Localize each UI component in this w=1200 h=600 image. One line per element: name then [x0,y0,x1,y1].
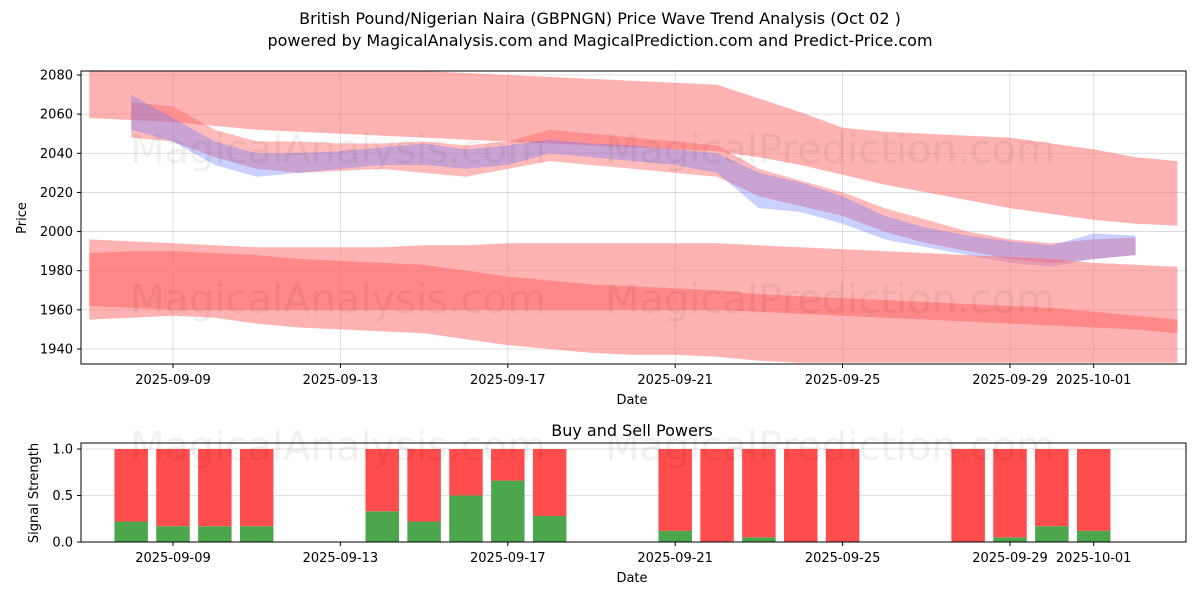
buy-bar [1035,526,1068,542]
buy-bar [742,537,775,542]
price-y-tick-label: 2020 [40,186,73,201]
price-x-label: Date [616,393,647,408]
watermark: MagicalAnalysis.com [130,277,546,323]
price-y-label: Price [15,202,30,234]
buy-bar [156,526,189,542]
signal-y-tick-label: 0.5 [52,489,73,504]
price-x-tick-label: 2025-09-21 [637,373,713,388]
signal-x-tick-label: 2025-09-29 [972,551,1048,566]
price-x-tick-label: 2025-10-01 [1056,373,1132,388]
price-y-tick-label: 2000 [40,225,73,240]
signal-x-tick-label: 2025-09-25 [805,551,881,566]
signal-y-tick-label: 1.0 [52,443,73,458]
signal-x-tick-label: 2025-09-21 [637,551,713,566]
price-x-tick-label: 2025-09-25 [805,373,881,388]
buy-bar [114,522,147,542]
signal-y-axis: 0.0 0.5 1.0 [52,443,81,551]
price-y-tick-label: 1960 [40,303,73,318]
price-x-tick-label: 2025-09-09 [135,373,211,388]
price-y-tick-label: 2060 [40,108,73,123]
price-x-tick-label: 2025-09-17 [470,373,546,388]
signal-x-axis: 2025-09-09 2025-09-13 2025-09-17 2025-09-21… [135,542,1131,566]
buy-bar [491,481,524,542]
price-y-tick-label: 2040 [40,147,73,162]
price-y-axis: 1940 1960 1980 2000 2020 2040 2060 2080 [40,69,81,358]
watermark: MagicalAnalysis.com [130,424,546,470]
watermark: MagicalPrediction.com [605,127,1055,173]
watermark: MagicalAnalysis.com [130,127,546,173]
signal-x-tick-label: 2025-09-09 [135,551,211,566]
watermark: MagicalPrediction.com [605,277,1055,323]
chart-canvas: MagicalAnalysis.com MagicalPrediction.co… [0,0,1200,600]
price-x-axis: 2025-09-09 2025-09-13 2025-09-17 2025-09-21… [135,364,1131,388]
buy-bar [449,496,482,543]
price-y-tick-label: 1980 [40,264,73,279]
buy-bar [198,526,231,542]
price-x-tick-label: 2025-09-29 [972,373,1048,388]
watermark: MagicalPrediction.com [605,424,1055,470]
signal-y-tick-label: 0.0 [52,536,73,551]
buy-bar [533,516,566,542]
buy-bar [1077,531,1110,542]
sell-bar [1077,449,1110,531]
buy-bar [240,526,273,542]
price-y-tick-label: 2080 [40,69,73,84]
buy-bar [407,522,440,542]
signal-x-label: Date [616,571,647,586]
price-x-tick-label: 2025-09-13 [303,373,379,388]
signal-x-tick-label: 2025-10-01 [1056,551,1132,566]
signal-x-tick-label: 2025-09-13 [303,551,379,566]
signal-x-tick-label: 2025-09-17 [470,551,546,566]
buy-bar [366,511,399,542]
buy-bar [993,537,1026,542]
buy-bar [658,531,691,542]
signal-y-label: Signal Strength [27,443,42,543]
price-y-tick-label: 1940 [40,343,73,358]
